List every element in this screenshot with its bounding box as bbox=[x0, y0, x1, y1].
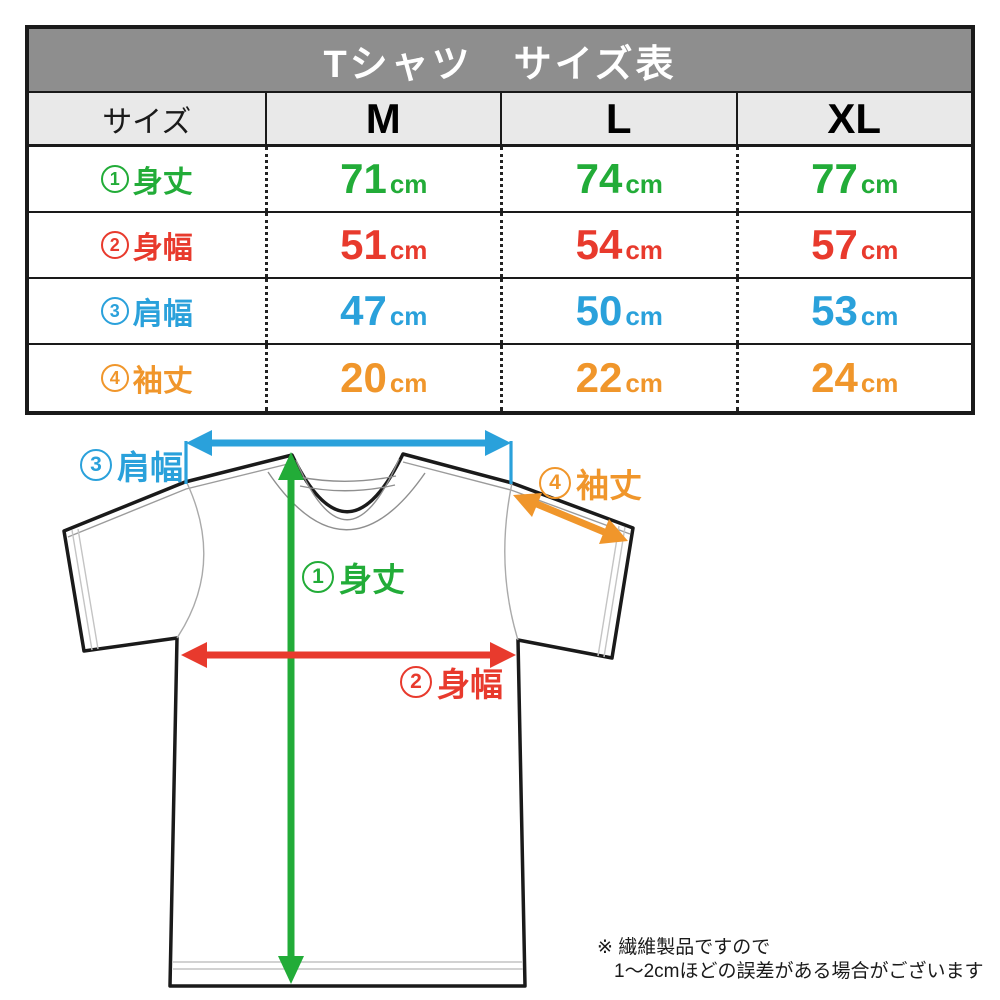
value-cell: 24 cm bbox=[735, 345, 972, 411]
value: 54 bbox=[575, 221, 623, 268]
footnote-line1: ※ 繊維製品ですので bbox=[597, 937, 771, 958]
sleeve-length-label-text: 袖丈 bbox=[576, 467, 642, 504]
body-width-label-text: 身幅 bbox=[437, 666, 503, 703]
row-label: 4 袖丈 bbox=[29, 345, 265, 411]
table-row-sleeve-length: 4 袖丈 20 cm 22 cm 24 cm bbox=[29, 345, 971, 411]
body-width-label: 2 身幅 bbox=[400, 658, 503, 706]
header-col-xl: XL bbox=[735, 93, 972, 144]
value: 47 bbox=[340, 287, 387, 334]
unit-label: cm bbox=[389, 169, 428, 199]
circled-digit: 3 bbox=[80, 449, 112, 481]
row-label: 1 身丈 bbox=[29, 147, 265, 211]
value: 53 bbox=[811, 287, 858, 334]
table-row-body-width: 2 身幅 51 cm 54 cm 57 cm bbox=[29, 213, 971, 279]
circled-digit: 3 bbox=[100, 297, 129, 325]
row-label-text: 肩幅 bbox=[132, 298, 193, 331]
value: 74 bbox=[575, 155, 623, 202]
body-width-arrow bbox=[181, 642, 516, 668]
unit-label: cm bbox=[860, 169, 899, 199]
unit-label: cm bbox=[389, 368, 428, 398]
shoulder-width-label-text: 肩幅 bbox=[117, 449, 183, 486]
value-cell: 51 cm bbox=[264, 213, 501, 277]
table-row-body-length: 1 身丈 71 cm 74 cm 77 cm bbox=[29, 147, 971, 213]
value-cell: 77 cm bbox=[735, 147, 972, 211]
header-col-l: L bbox=[500, 93, 736, 144]
value: 20 bbox=[340, 354, 387, 401]
unit-label: cm bbox=[389, 301, 428, 331]
unit-label: cm bbox=[860, 301, 899, 331]
unit-label: cm bbox=[860, 235, 899, 265]
table-title: Tシャツ サイズ表 bbox=[29, 29, 971, 93]
value-cell: 53 cm bbox=[735, 279, 972, 343]
value: 77 bbox=[811, 155, 858, 202]
footnote: ※ 繊維製品ですので 1～2cmほどの誤差がある場合がございます bbox=[597, 936, 983, 984]
footnote-line2: 1～2cmほどの誤差がある場合がございます bbox=[614, 960, 984, 982]
circled-digit: 2 bbox=[400, 666, 432, 698]
row-label: 2 身幅 bbox=[29, 213, 265, 277]
row-label-text: 袖丈 bbox=[132, 365, 193, 398]
table-row-shoulder-width: 3 肩幅 47 cm 50 cm 53 cm bbox=[29, 279, 971, 345]
value-cell: 54 cm bbox=[500, 213, 736, 277]
sleeve-length-arrow bbox=[513, 493, 628, 544]
value-cell: 47 cm bbox=[264, 279, 501, 343]
circled-digit: 2 bbox=[100, 231, 129, 259]
row-label-text: 身幅 bbox=[132, 232, 193, 265]
tshirt-seam-details bbox=[67, 458, 631, 970]
unit-label: cm bbox=[625, 301, 663, 331]
circled-digit: 4 bbox=[539, 467, 571, 499]
header-col-m: M bbox=[264, 93, 501, 144]
value-cell: 74 cm bbox=[500, 147, 736, 211]
row-label-text: 身丈 bbox=[132, 166, 193, 199]
value: 24 bbox=[811, 354, 858, 401]
circled-digit: 1 bbox=[302, 561, 334, 593]
tshirt-outline bbox=[62, 452, 635, 988]
table-header-row: サイズ M L XL bbox=[29, 93, 971, 147]
value-cell: 57 cm bbox=[735, 213, 972, 277]
unit-label: cm bbox=[625, 235, 663, 265]
sleeve-length-label: 4 袖丈 bbox=[539, 459, 642, 507]
row-label: 3 肩幅 bbox=[29, 279, 265, 343]
unit-label: cm bbox=[860, 368, 899, 398]
value-cell: 22 cm bbox=[500, 345, 736, 411]
body-length-label: 1 身丈 bbox=[302, 553, 405, 601]
shoulder-width-arrow bbox=[184, 430, 513, 484]
size-table: Tシャツ サイズ表 サイズ M L XL 1 身丈 71 cm 74 cm 77 cm… bbox=[25, 25, 975, 415]
shoulder-width-label: 3 肩幅 bbox=[80, 441, 183, 489]
value: 51 bbox=[340, 221, 387, 268]
value-cell: 20 cm bbox=[264, 345, 501, 411]
circled-digit: 1 bbox=[100, 165, 129, 193]
header-size-label: サイズ bbox=[102, 105, 192, 139]
value-cell: 50 cm bbox=[500, 279, 736, 343]
value: 57 bbox=[811, 221, 858, 268]
value: 71 bbox=[340, 155, 387, 202]
value-cell: 71 cm bbox=[264, 147, 501, 211]
body-length-label-text: 身丈 bbox=[339, 561, 405, 598]
unit-label: cm bbox=[625, 169, 663, 199]
unit-label: cm bbox=[389, 235, 428, 265]
body-length-arrow bbox=[278, 452, 304, 984]
value: 50 bbox=[575, 287, 623, 334]
value: 22 bbox=[575, 354, 623, 401]
circled-digit: 4 bbox=[100, 364, 129, 392]
unit-label: cm bbox=[625, 368, 663, 398]
